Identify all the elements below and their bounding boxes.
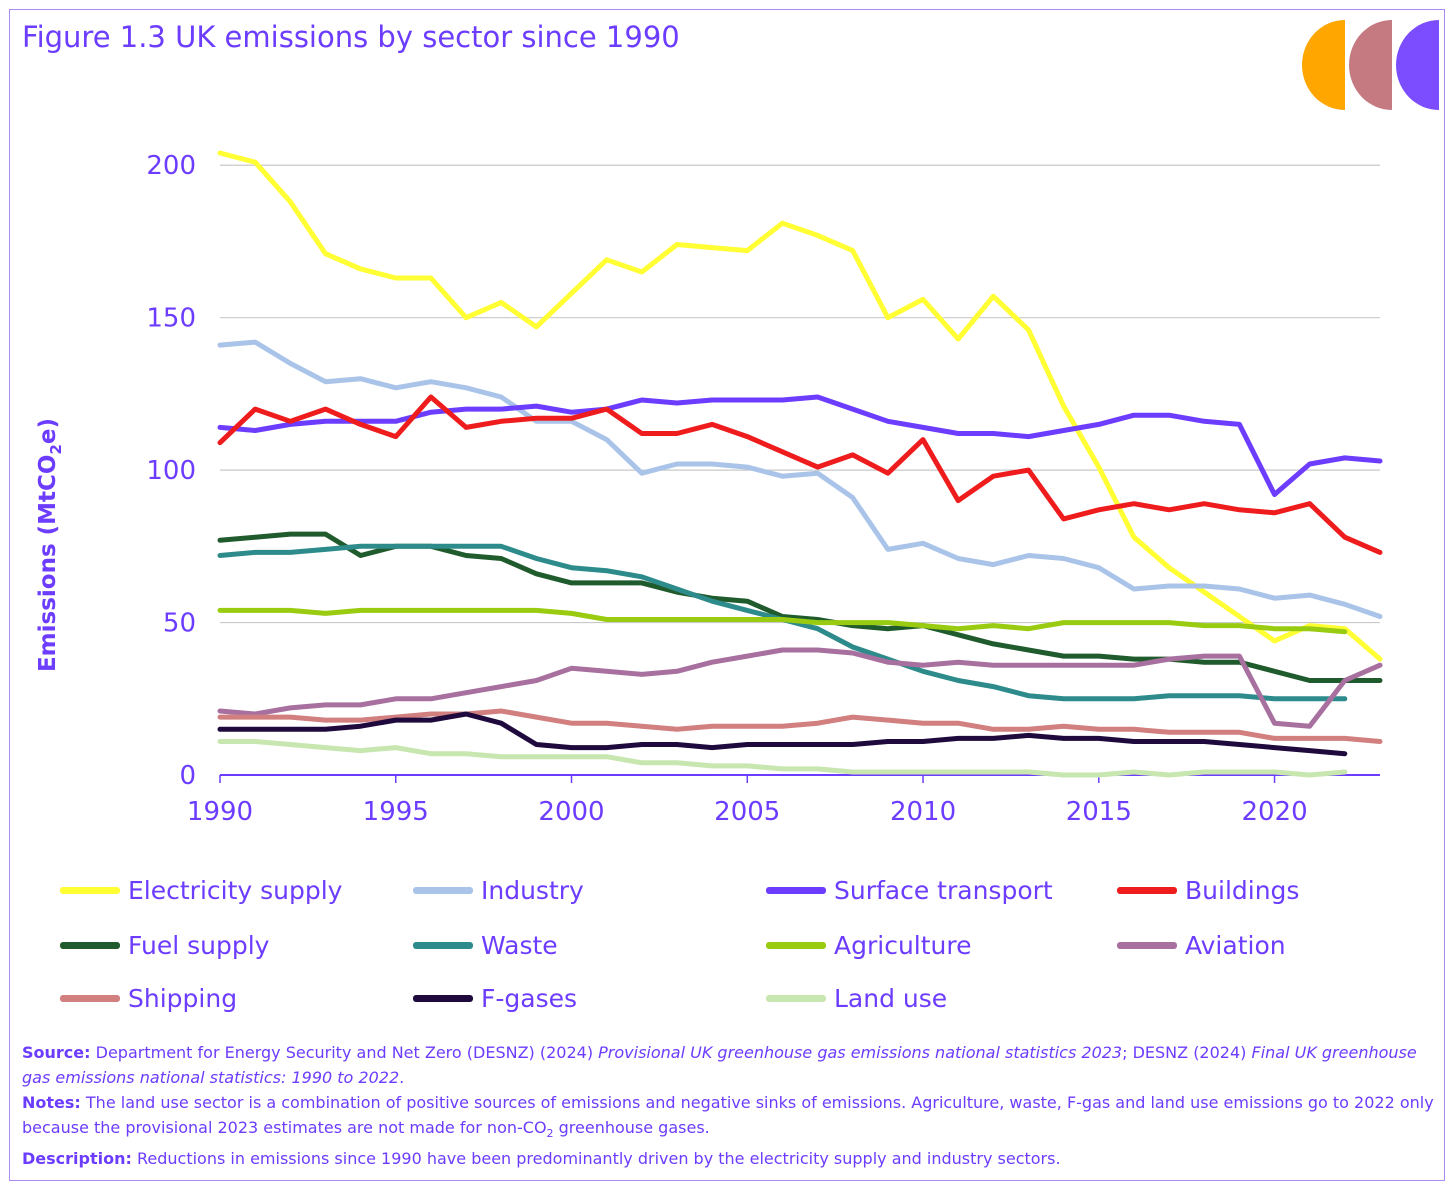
legend-item-industry: Industry — [413, 875, 584, 905]
legend-swatch-agriculture — [766, 941, 826, 949]
notes-sub: 2 — [546, 1127, 554, 1141]
y-tick-label-150: 150 — [146, 304, 196, 334]
legend-label-electricity-supply: Electricity supply — [128, 875, 343, 905]
x-tick-label-1990: 1990 — [187, 797, 253, 827]
legend-swatch-shipping — [60, 994, 120, 1002]
grid-layer — [220, 164, 1380, 624]
x-tick-label-2015: 2015 — [1066, 797, 1132, 827]
legend-item-surface-transport: Surface transport — [766, 875, 1053, 905]
logo-rose-shape — [1349, 20, 1392, 110]
notes-block: Source: Department for Energy Security a… — [22, 1040, 1442, 1171]
chart-frame — [9, 9, 1445, 1181]
legend-label-surface-transport: Surface transport — [834, 875, 1053, 905]
line-chart: 0 50 100 150 200 1990 1995 2000 2005 2010 2015 2020 — [146, 150, 1383, 827]
x-tick-label-2000: 2000 — [538, 797, 604, 827]
description-line: Description: Reductions in emissions sin… — [22, 1146, 1442, 1171]
legend-item-shipping: Shipping — [60, 983, 237, 1013]
legend-label-shipping: Shipping — [128, 983, 238, 1013]
y-tick-label-100: 100 — [146, 456, 196, 486]
notes-label: Notes: — [22, 1093, 81, 1112]
y-axis-label: Emissions (MtCO2e) — [35, 418, 65, 672]
legend-label-fuel-supply: Fuel supply — [128, 930, 270, 960]
notes-text-2: greenhouse gases. — [553, 1118, 710, 1137]
description-label: Description: — [22, 1149, 132, 1169]
legend-swatch-f-gases — [413, 994, 473, 1002]
legend-label-land-use: Land use — [834, 983, 948, 1013]
series-line-electricity-supply — [217, 150, 1383, 662]
description-text: Reductions in emissions since 1990 have … — [136, 1149, 1061, 1169]
x-tick-label-2010: 2010 — [890, 797, 956, 827]
legend-swatch-land-use — [766, 994, 826, 1002]
legend-item-f-gases: F-gases — [413, 983, 577, 1013]
x-tick-label-1995: 1995 — [363, 797, 429, 827]
y-axis-label-end: e) — [35, 417, 62, 445]
legend-label-f-gases: F-gases — [481, 983, 578, 1013]
source-label: Source: — [22, 1043, 91, 1062]
legend-item-land-use: Land use — [766, 983, 947, 1013]
x-tick-label-2005: 2005 — [714, 797, 780, 827]
y-tick-label-50: 50 — [163, 609, 196, 639]
legend-swatch-surface-transport — [766, 886, 826, 894]
logo-orange-shape — [1302, 20, 1345, 110]
legend-label-industry: Industry — [481, 875, 584, 905]
logo-icon — [1302, 20, 1439, 110]
series-line-industry — [217, 339, 1383, 619]
source-line: Source: Department for Energy Security a… — [22, 1040, 1442, 1090]
source-text-3: . — [399, 1068, 405, 1087]
notes-line: Notes: The land use sector is a combinat… — [22, 1090, 1442, 1146]
series-layer — [217, 150, 1383, 778]
series-line-aviation — [217, 647, 1383, 729]
legend-label-agriculture: Agriculture — [834, 930, 972, 960]
chart-title: Figure 1.3 UK emissions by sector since … — [22, 20, 680, 54]
series-line-buildings — [217, 394, 1383, 555]
series-line-shipping — [217, 708, 1383, 744]
legend: Electricity supply Industry Surface transp… — [60, 875, 1400, 1035]
axis-layer: 0 50 100 150 200 1990 1995 2000 2005 2010 2015 2020 — [146, 151, 1380, 827]
source-text-2: ; DESNZ (2024) — [1122, 1043, 1252, 1062]
y-axis-label-sub: 2 — [46, 444, 65, 455]
series-line-f-gases — [217, 711, 1348, 757]
legend-label-buildings: Buildings — [1185, 875, 1300, 905]
y-tick-label-200: 200 — [146, 151, 196, 181]
legend-swatch-fuel-supply — [60, 941, 120, 949]
x-tick-label-2020: 2020 — [1241, 797, 1307, 827]
legend-item-fuel-supply: Fuel supply — [60, 930, 269, 960]
series-line-surface-transport — [217, 394, 1383, 497]
logo-purple-shape — [1396, 20, 1439, 110]
legend-swatch-aviation — [1117, 941, 1177, 949]
legend-item-agriculture: Agriculture — [766, 930, 972, 960]
legend-item-electricity-supply: Electricity supply — [60, 875, 342, 905]
y-tick-label-0: 0 — [179, 761, 196, 791]
legend-item-waste: Waste — [413, 930, 558, 960]
legend-item-aviation: Aviation — [1117, 930, 1286, 960]
legend-label-waste: Waste — [481, 930, 558, 960]
legend-swatch-waste — [413, 941, 473, 949]
legend-label-aviation: Aviation — [1185, 930, 1286, 960]
source-text-1: Department for Energy Security and Net Z… — [95, 1043, 599, 1062]
source-italic-1: Provisional UK greenhouse gas emissions … — [598, 1043, 1123, 1062]
series-line-agriculture — [217, 607, 1348, 635]
legend-swatch-electricity-supply — [60, 886, 120, 894]
notes-text-1: The land use sector is a combination of … — [22, 1093, 1434, 1137]
legend-swatch-industry — [413, 886, 473, 894]
y-axis-label-main: Emissions (MtCO — [35, 454, 62, 673]
legend-item-buildings: Buildings — [1117, 875, 1299, 905]
series-line-land-use — [217, 739, 1348, 778]
source-italic-2: Final UK greenhouse gas emissions nation… — [22, 1043, 1417, 1087]
legend-swatch-buildings — [1117, 886, 1177, 894]
